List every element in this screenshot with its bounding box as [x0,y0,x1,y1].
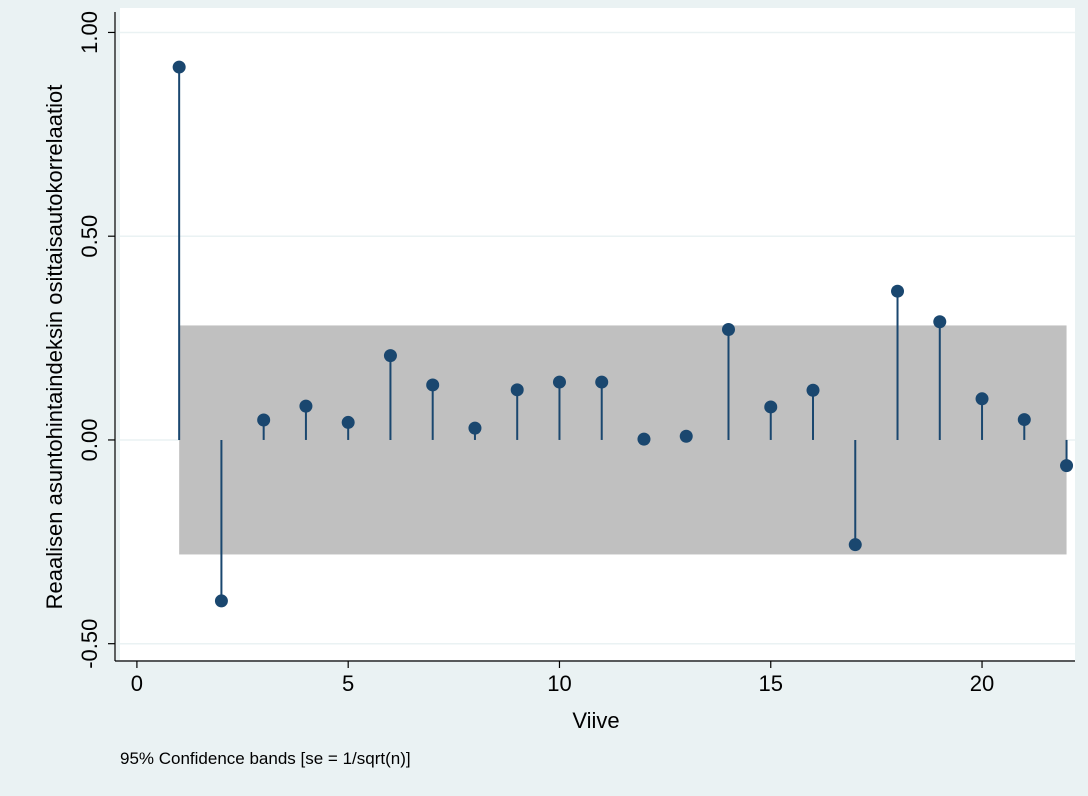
pacf-point [891,284,905,298]
y-tick-label: 0.50 [77,215,102,258]
pacf-point [257,413,271,427]
pacf-point [426,378,440,392]
y-axis-label: Reaalisen asuntohintaindeksin osittaisau… [42,85,67,610]
pacf-point [933,315,947,329]
x-tick-label: 0 [131,671,143,696]
pacf-point [1017,413,1031,427]
pacf-point [637,432,651,446]
pacf-point [848,538,862,552]
pacf-point [214,594,228,608]
pacf-point [172,60,186,74]
x-axis-label: Viive [572,708,619,733]
pacf-point [341,415,355,429]
x-tick-label: 20 [970,671,994,696]
axes: -0.50 0.00 0.50 1.00 0 5 10 15 20 [77,11,1075,696]
confidence-band [179,325,1067,555]
data-marks [172,60,1074,608]
pacf-point [1060,459,1074,473]
y-tick-label: -0.50 [77,619,102,669]
pacf-point [510,383,524,397]
x-tick-label: 5 [342,671,354,696]
pacf-point [721,323,735,337]
pacf-point [595,375,609,389]
pacf-point [383,349,397,363]
pacf-point [299,399,313,413]
x-tick-label: 15 [759,671,783,696]
pacf-point [764,400,778,414]
y-tick-label: 0.00 [77,419,102,462]
x-tick-label: 10 [547,671,571,696]
y-tick-label: 1.00 [77,11,102,54]
pacf-point [679,429,693,443]
pacf-point [806,383,820,397]
pacf-point [468,421,482,435]
chart-note: 95% Confidence bands [se = 1/sqrt(n)] [120,749,411,768]
pacf-point [975,392,989,406]
pacf-point [552,375,566,389]
